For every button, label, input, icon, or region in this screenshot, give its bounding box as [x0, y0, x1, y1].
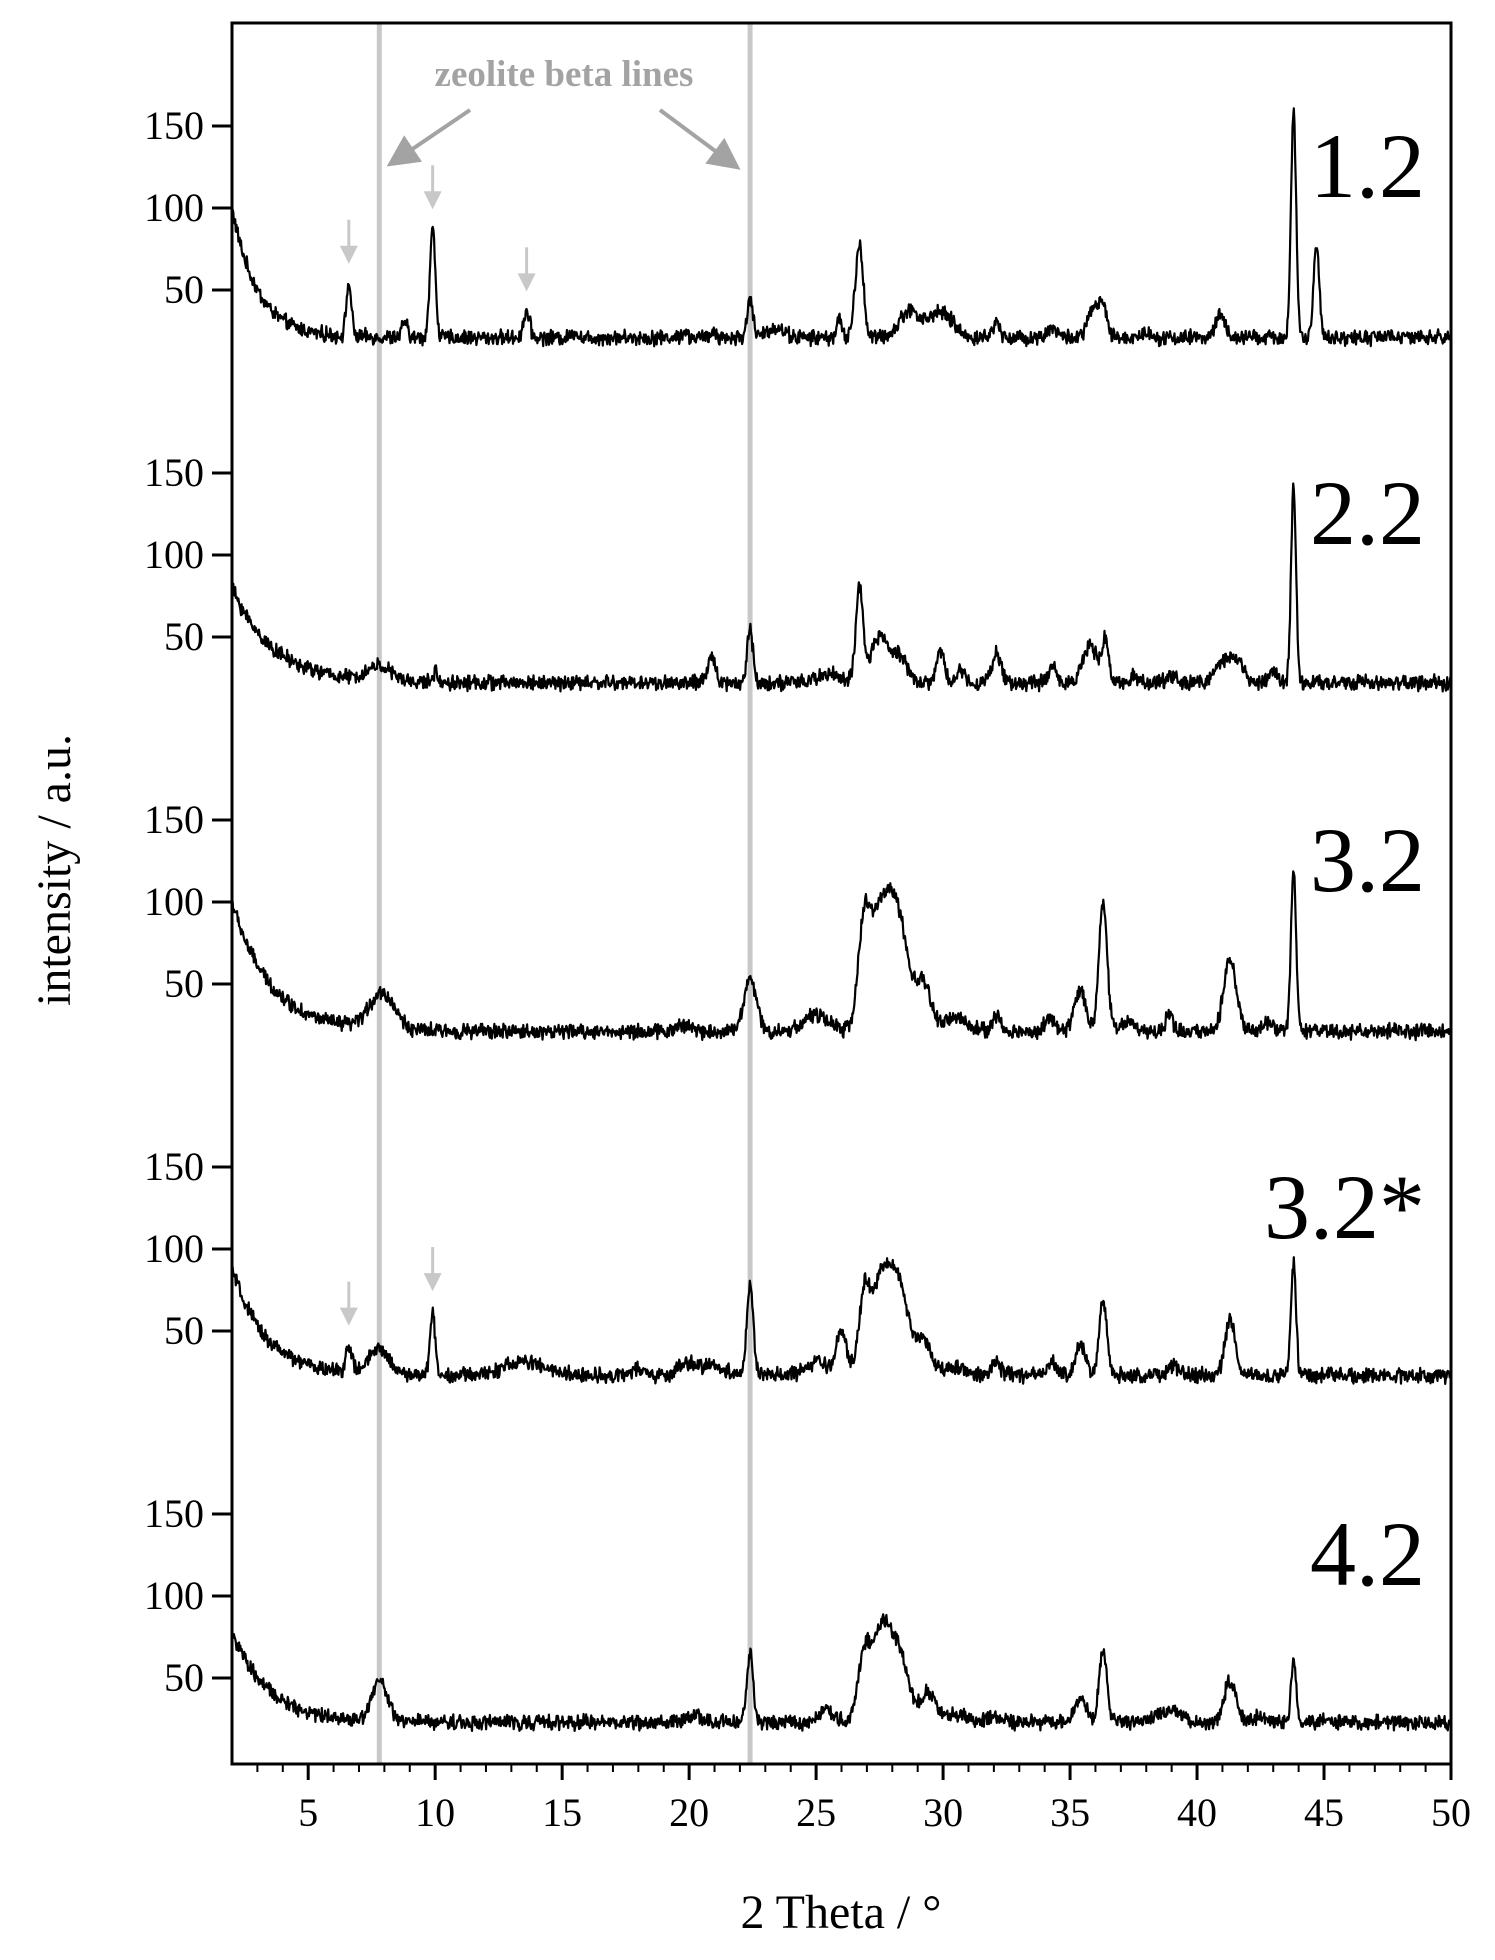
x-tick-label: 50: [1431, 1790, 1471, 1835]
series-line-4-2: [230, 1613, 1453, 1733]
zeolite-annotation: zeolite beta lines: [386, 54, 741, 170]
y-tick-label: 50: [164, 961, 204, 1006]
peak-marker-arrow-head: [423, 1273, 442, 1292]
plot-frame: [230, 21, 1453, 1766]
peak-marker-arrow-head: [423, 191, 442, 210]
marker-arrows: [339, 165, 536, 1326]
x-tick-label: 25: [796, 1790, 836, 1835]
y-tick-label: 50: [164, 1655, 204, 1700]
panel-label: 4.2: [1310, 1503, 1425, 1605]
peak-marker-arrow-head: [339, 245, 358, 264]
x-axis-title: 2 Theta / °: [741, 1886, 942, 1939]
x-tick-label: 45: [1304, 1790, 1344, 1835]
y-axis-ticks: 150 100 50 150 100 50 150 100 50 150 100 50 150 100 50: [144, 103, 232, 1700]
y-tick-label: 100: [144, 1573, 204, 1618]
series-line-2-2: [230, 482, 1453, 693]
y-tick-label: 50: [164, 1308, 204, 1353]
y-tick-label: 150: [144, 103, 204, 148]
series-line-3-2-: [231, 1256, 1453, 1386]
panel-label: 3.2*: [1264, 1156, 1425, 1258]
y-tick-label: 150: [144, 797, 204, 842]
x-tick-label: 20: [669, 1790, 709, 1835]
x-tick-label: 15: [542, 1790, 582, 1835]
x-axis-ticks: 5 10 15 20 25 30 35 40 45 50: [256, 1764, 1471, 1835]
y-tick-label: 50: [164, 267, 204, 312]
x-tick-label: 5: [298, 1790, 318, 1835]
y-tick-label: 100: [144, 185, 204, 230]
y-tick-label: 150: [144, 1491, 204, 1536]
y-tick-label: 50: [164, 614, 204, 659]
x-tick-label: 10: [415, 1790, 455, 1835]
peak-marker-arrow-head: [517, 273, 536, 292]
y-axis-title: intensity / a.u.: [28, 734, 81, 1006]
series-line-1-2: [230, 107, 1453, 348]
panel-label: 1.2: [1310, 115, 1425, 217]
y-tick-label: 150: [144, 450, 204, 495]
y-tick-label: 100: [144, 532, 204, 577]
y-tick-label: 100: [144, 1226, 204, 1271]
reference-lines: [376, 23, 753, 1764]
x-tick-label: 35: [1050, 1790, 1090, 1835]
annotation-arrow-left: [386, 108, 472, 167]
panel-labels: 1.2 2.2 3.2 3.2* 4.2: [1264, 115, 1425, 1605]
y-tick-label: 100: [144, 879, 204, 924]
series-line-3-2: [230, 870, 1452, 1042]
x-tick-label: 30: [923, 1790, 963, 1835]
series-lines: [230, 107, 1453, 1733]
zeolite-annotation-text: zeolite beta lines: [435, 54, 694, 95]
peak-marker-arrow-head: [339, 1307, 358, 1326]
y-tick-label: 150: [144, 1144, 204, 1189]
annotation-arrow-right: [658, 108, 741, 170]
panel-label: 3.2: [1310, 809, 1425, 911]
x-tick-label: 40: [1177, 1790, 1217, 1835]
panel-label: 2.2: [1310, 462, 1425, 564]
